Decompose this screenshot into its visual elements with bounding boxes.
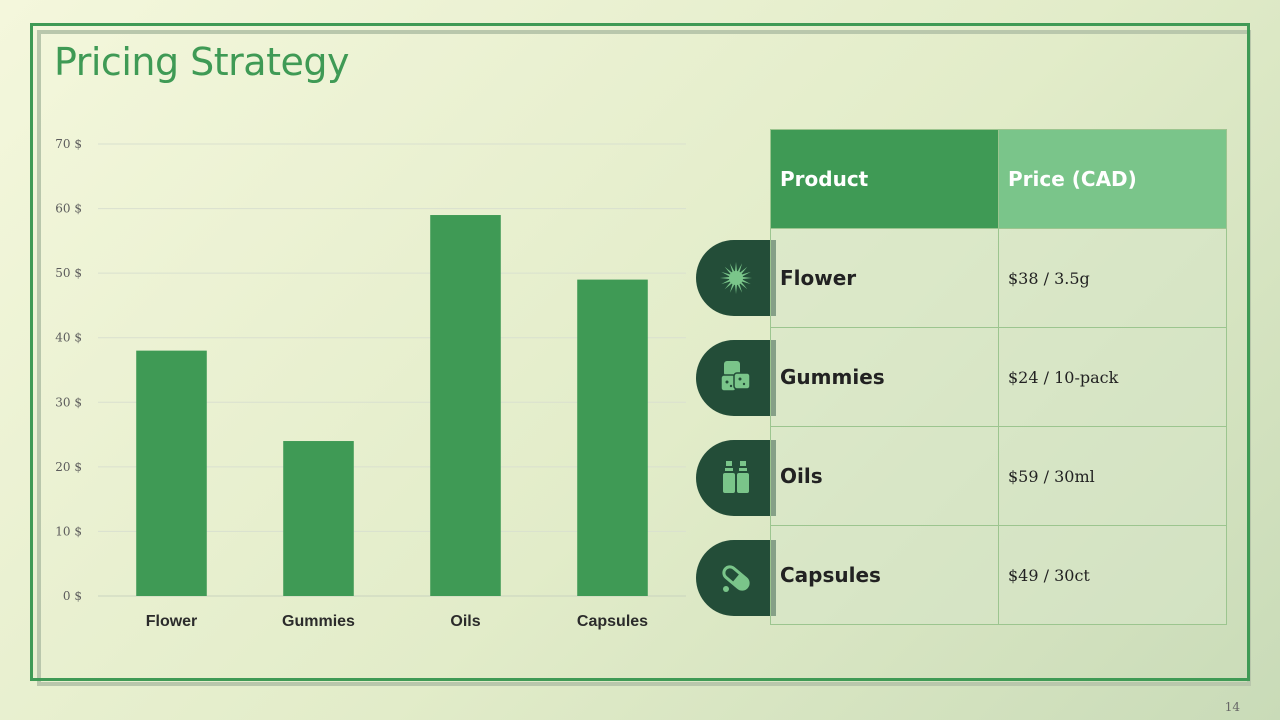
bar-gummies — [283, 441, 354, 596]
column-header-price: Price (CAD) — [998, 129, 1227, 229]
y-tick-label: 40 $ — [55, 331, 82, 345]
product-cell: Capsules — [770, 525, 999, 625]
table-header-row: Product Price (CAD) — [770, 129, 1227, 229]
table-row: Oils $59 / 30ml — [770, 426, 1227, 526]
price-cell: $59 / 30ml — [998, 426, 1227, 526]
bar-capsules — [577, 279, 648, 596]
y-tick-label: 10 $ — [55, 524, 82, 538]
slide-frame — [30, 23, 1250, 681]
icon-tab-oils — [696, 440, 776, 516]
product-cell: Gummies — [770, 327, 999, 427]
column-header-product: Product — [770, 129, 999, 229]
price-cell: $38 / 3.5g — [998, 228, 1227, 328]
price-cell: $24 / 10-pack — [998, 327, 1227, 427]
y-tick-label: 60 $ — [55, 202, 82, 216]
flower-bud-icon — [720, 262, 752, 294]
bar-chart: 0 $ 10 $ 20 $ 30 $ 40 $ 50 $ 60 $ 70 $ Flower Gum… — [55, 137, 686, 630]
icon-tab-gummies — [696, 340, 776, 416]
x-category-label: Oils — [450, 613, 480, 630]
price-cell: $49 / 30ct — [998, 525, 1227, 625]
gummies-icon — [720, 361, 751, 392]
page-title: Pricing Strategy — [54, 40, 349, 84]
icon-tab-flower — [696, 240, 776, 316]
bar-oils — [430, 215, 501, 596]
product-cell: Oils — [770, 426, 999, 526]
table-row: Flower $38 / 3.5g — [770, 228, 1227, 328]
table-row: Capsules $49 / 30ct — [770, 525, 1227, 625]
y-tick-label: 30 $ — [55, 395, 82, 409]
x-category-label: Gummies — [282, 613, 355, 630]
page-number: 14 — [1224, 700, 1240, 714]
y-tick-label: 50 $ — [55, 266, 82, 280]
bar-flower — [136, 350, 207, 596]
x-category-label: Flower — [146, 613, 198, 630]
capsule-icon — [722, 565, 750, 592]
x-category-label: Capsules — [577, 613, 648, 630]
oil-bottles-icon — [723, 461, 749, 493]
table-row: Gummies $24 / 10-pack — [770, 327, 1227, 427]
y-tick-label: 0 $ — [63, 589, 82, 603]
y-tick-label: 70 $ — [55, 137, 82, 151]
product-cell: Flower — [770, 228, 999, 328]
price-table: Product Price (CAD) Flower $38 / 3.5g Gu… — [770, 129, 1227, 625]
y-tick-label: 20 $ — [55, 460, 82, 474]
icon-tab-capsules — [696, 540, 776, 616]
